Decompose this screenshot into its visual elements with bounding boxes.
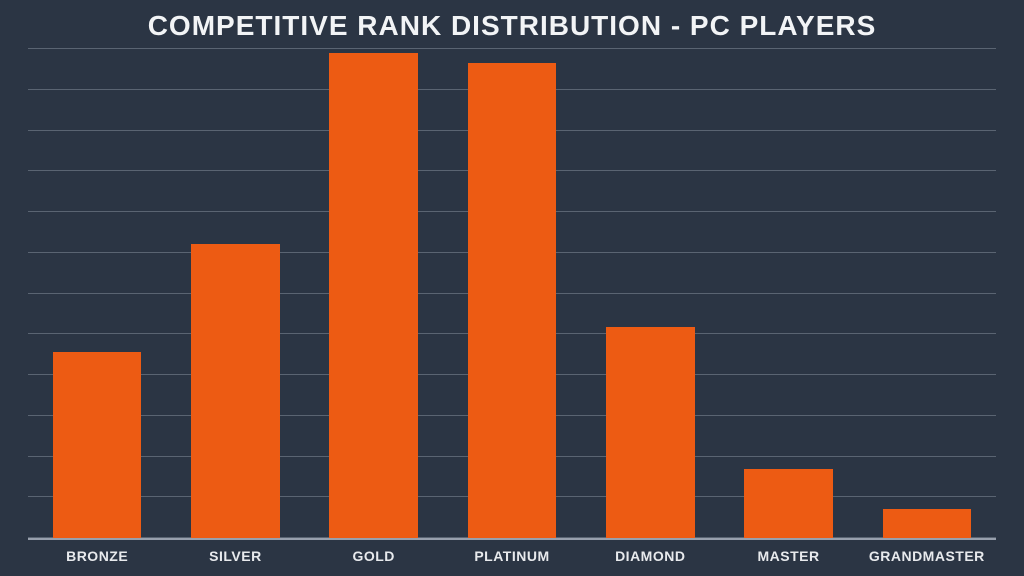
x-label-silver: SILVER (166, 548, 304, 564)
chart-title: COMPETITIVE RANK DISTRIBUTION - PC PLAYE… (28, 10, 996, 42)
bar-platinum (443, 48, 581, 538)
plot-area (28, 48, 996, 540)
x-label-master: MASTER (719, 548, 857, 564)
x-label-diamond: DIAMOND (581, 548, 719, 564)
bars-container (28, 48, 996, 538)
bar-fill (744, 469, 833, 538)
x-label-bronze: BRONZE (28, 548, 166, 564)
bar-diamond (581, 48, 719, 538)
x-label-grandmaster: GRANDMASTER (858, 548, 996, 564)
x-label-platinum: PLATINUM (443, 548, 581, 564)
bar-bronze (28, 48, 166, 538)
bar-fill (883, 509, 972, 538)
x-axis: BRONZESILVERGOLDPLATINUMDIAMONDMASTERGRA… (28, 540, 996, 576)
bar-fill (468, 63, 557, 538)
bar-fill (191, 244, 280, 538)
bar-master (719, 48, 857, 538)
bar-gold (305, 48, 443, 538)
rank-distribution-chart: COMPETITIVE RANK DISTRIBUTION - PC PLAYE… (0, 0, 1024, 576)
bar-fill (53, 352, 142, 538)
bar-fill (606, 327, 695, 538)
bar-grandmaster (858, 48, 996, 538)
x-label-gold: GOLD (305, 548, 443, 564)
bar-silver (166, 48, 304, 538)
bar-fill (329, 53, 418, 538)
